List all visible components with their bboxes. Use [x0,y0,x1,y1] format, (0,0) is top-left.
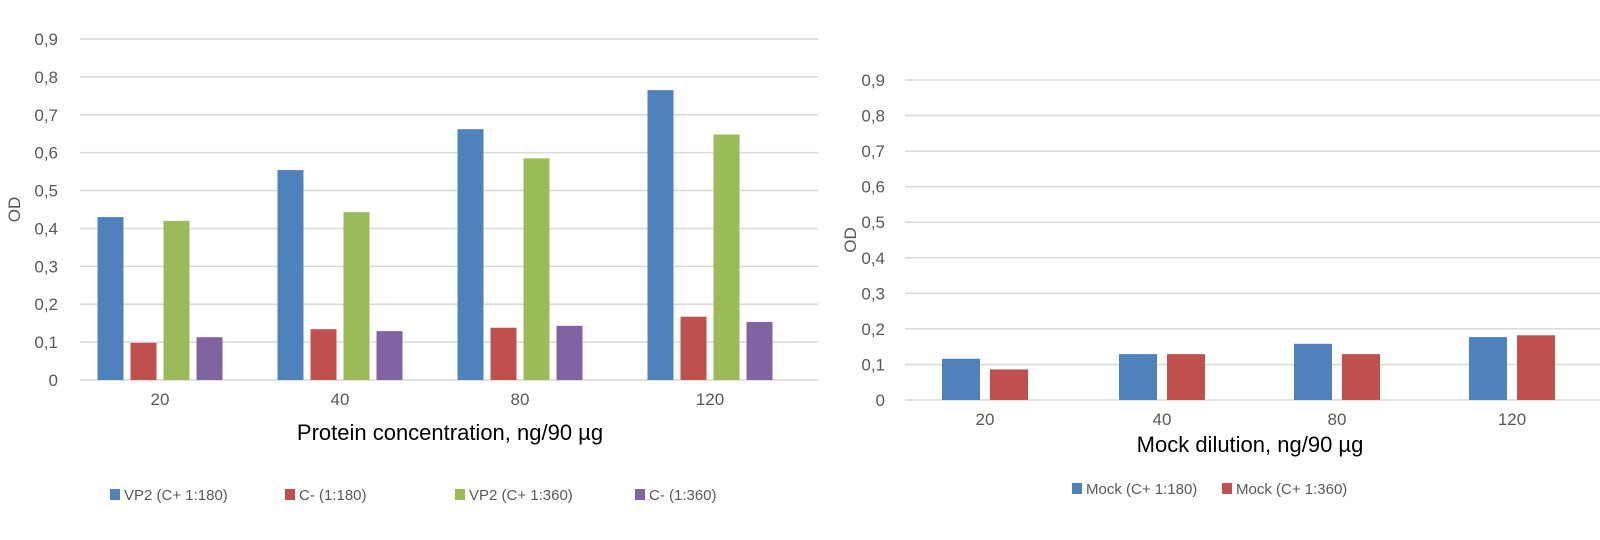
legend-label: VP2 (C+ 1:360) [469,487,573,504]
y-tick-label: 0 [876,391,885,410]
y-tick-label: 0,5 [861,213,885,232]
bar-mock-c-1-360--20 [990,369,1028,400]
legend-label: VP2 (C+ 1:180) [124,487,228,504]
chart-2: 0 0,1 0,2 0,3 0,4 0,5 0,6 0,7 0,8 0,9 OD 20 40 80 120 M… [841,71,1600,498]
y-tick-label: 0,3 [861,284,885,303]
bar-c-1-360--40 [376,331,403,380]
y-tick-label: 0,5 [34,182,58,201]
legend: Mock (C+ 1:180) Mock (C+ 1:360) [1072,481,1347,498]
x-tick-label: 120 [696,390,724,409]
legend-swatch [110,489,120,500]
y-tick-label: 0,1 [861,355,885,374]
legend-label: Mock (C+ 1:180) [1086,481,1197,498]
bar-vp2-c-1-180--20 [97,217,124,380]
y-tick-label: 0,8 [861,107,885,126]
x-tick-label: 40 [1153,410,1172,429]
legend-label: C- (1:180) [299,487,367,504]
y-tick-label: 0,8 [34,68,58,87]
legend-swatch [635,489,645,500]
bar-vp2-c-1-360--40 [343,212,370,380]
legend-swatch [285,489,295,500]
x-tick-label: 20 [976,410,995,429]
bar-c-1-180--20 [130,342,157,380]
y-tick-label: 0,4 [861,249,885,268]
y-tick-label: 0 [49,371,58,390]
legend-label: C- (1:360) [649,487,717,504]
x-tick-label: 40 [331,390,350,409]
x-tick-label: 80 [1328,410,1347,429]
bar-c-1-360--80 [556,325,583,380]
y-tick-label: 0,1 [34,333,58,352]
bar-vp2-c-1-180--80 [457,129,484,380]
bar-c-1-360--20 [196,337,223,380]
y-tick-label: 0,3 [34,257,58,276]
bar-c-1-360--120 [746,322,773,380]
x-tick-label: 20 [151,390,170,409]
y-tick-label: 0,7 [34,106,58,125]
y-tick-label: 0,7 [861,142,885,161]
bar-mock-c-1-360--80 [1342,354,1380,400]
y-tick-label: 0,2 [34,295,58,314]
bar-vp2-c-1-360--120 [713,134,740,380]
bar-mock-c-1-180--40 [1119,354,1157,400]
bar-vp2-c-1-180--40 [277,170,304,380]
legend-swatch [1072,483,1082,494]
x-tick-label: 80 [511,390,530,409]
bar-mock-c-1-360--120 [1517,335,1555,400]
legend-label: Mock (C+ 1:360) [1236,481,1347,498]
bar-mock-c-1-180--20 [942,358,980,400]
chart-1: 0 0,1 0,2 0,3 0,4 0,5 0,6 0,7 0,8 0,9 OD 20 40 80 120 P… [5,30,818,504]
bar-mock-c-1-180--80 [1294,343,1332,400]
bar-vp2-c-1-180--120 [647,90,674,381]
x-tick-label: 120 [1498,410,1526,429]
bar-c-1-180--80 [490,327,517,380]
bar-c-1-180--40 [310,329,337,380]
bar-vp2-c-1-360--20 [163,220,190,380]
bar-c-1-180--120 [680,316,707,380]
y-tick-label: 0,9 [34,30,58,49]
y-tick-label: 0,2 [861,320,885,339]
legend-swatch [1222,483,1232,494]
x-axis-title: Protein concentration, ng/90 µg [297,420,603,445]
bar-mock-c-1-360--40 [1167,354,1205,400]
y-tick-label: 0,9 [861,71,885,90]
legend-swatch [455,489,465,500]
bar-vp2-c-1-360--80 [523,158,550,380]
y-tick-label: 0,6 [34,144,58,163]
y-tick-label: 0,4 [34,219,58,238]
y-axis-title: OD [5,197,24,223]
x-axis-title: Mock dilution, ng/90 µg [1137,432,1364,457]
y-axis-title: OD [841,227,860,253]
y-tick-label: 0,6 [861,178,885,197]
bar-mock-c-1-180--120 [1469,337,1507,400]
legend: VP2 (C+ 1:180) C- (1:180) VP2 (C+ 1:360) C-… [110,487,717,504]
